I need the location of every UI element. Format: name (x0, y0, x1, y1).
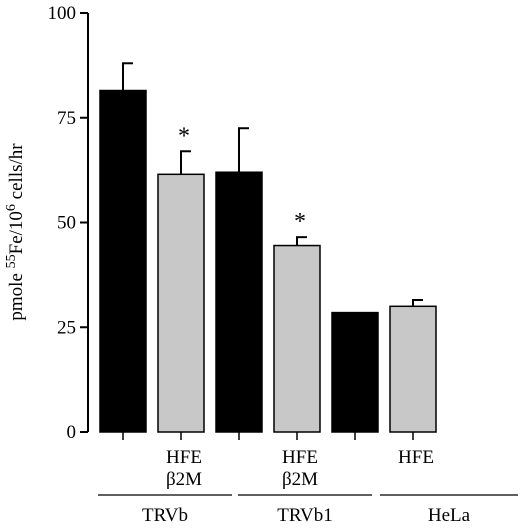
significance-star: * (294, 209, 306, 235)
y-tick-label: 50 (57, 213, 76, 234)
bars (99, 62, 437, 433)
y-axis-label: pmole 55Fe/106 cells/hr (4, 143, 27, 321)
y-tick-label: 75 (57, 108, 76, 129)
category-label: HFE (398, 447, 434, 468)
bar (157, 173, 205, 433)
category-label: β2M (166, 469, 202, 490)
category-label: HFE (282, 447, 318, 468)
category-label: β2M (282, 469, 318, 490)
bar (389, 305, 437, 433)
y-tick-label: 25 (57, 317, 76, 338)
y-tick-label: 100 (48, 3, 77, 24)
group-label: TRVb1 (277, 505, 332, 526)
y-tick-label: 0 (67, 422, 77, 443)
group-label: HeLa (428, 505, 471, 526)
bar (99, 89, 147, 433)
group-label: TRVb (142, 505, 188, 526)
bar (331, 311, 379, 433)
category-label: HFE (166, 447, 202, 468)
significance-star: * (178, 123, 190, 149)
axes: 0 25 50 75 100 (48, 3, 414, 443)
bar (273, 244, 321, 433)
bar (215, 171, 263, 433)
